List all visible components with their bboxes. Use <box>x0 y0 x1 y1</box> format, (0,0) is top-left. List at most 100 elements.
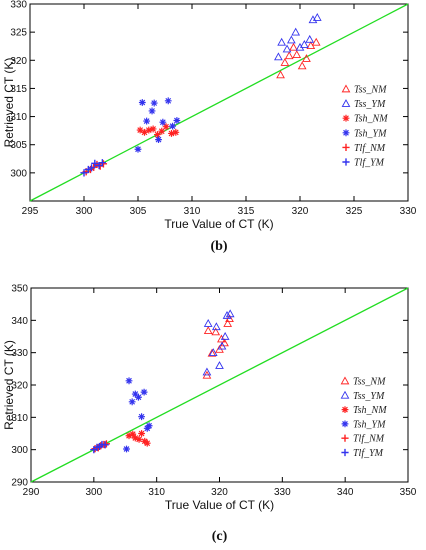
y-tick-label: 330 <box>10 0 27 11</box>
scatter-panel-c: 290 300 310 320 330 340 350 290 300 310 320 330 340 3… <box>2 284 417 545</box>
y-tick-label: 340 <box>11 316 28 327</box>
x-tick-label: 315 <box>238 206 255 217</box>
data-point <box>208 348 218 356</box>
y-tick-label: 320 <box>10 56 27 67</box>
legend-marker <box>342 158 350 166</box>
x-tick-label: 325 <box>346 206 363 217</box>
data-point <box>305 34 315 43</box>
data-point <box>154 131 161 138</box>
data-point <box>145 126 153 134</box>
data-point <box>276 70 285 79</box>
data-point <box>87 164 96 172</box>
data-point <box>289 42 298 51</box>
data-point <box>164 97 172 105</box>
data-point <box>136 126 144 134</box>
data-point <box>138 413 145 421</box>
data-point <box>302 54 311 62</box>
data-point <box>128 398 136 406</box>
data-point <box>135 435 143 443</box>
x-tick-label: 300 <box>76 206 93 217</box>
legend-marker <box>340 390 350 399</box>
data-point <box>98 159 106 167</box>
data-point <box>134 145 142 153</box>
data-point <box>129 430 137 438</box>
data-point <box>158 127 166 135</box>
data-point <box>145 422 153 430</box>
data-point <box>308 15 318 24</box>
y-axis-label: Retrieved CT (K) <box>2 340 16 430</box>
legend-marker <box>341 448 349 457</box>
series-tss-nm <box>276 37 321 79</box>
data-point <box>131 434 139 442</box>
y-tick-label: 290 <box>11 478 28 489</box>
x-tick-label: 310 <box>148 487 165 498</box>
legend-label: Tsh_YM <box>353 419 386 430</box>
x-tick-label: 290 <box>23 487 40 498</box>
legend-label: Tlf_YM <box>354 158 385 169</box>
data-point <box>99 160 108 168</box>
data-point <box>203 319 213 327</box>
data-point <box>297 61 307 70</box>
y-tick-label: 305 <box>10 140 27 151</box>
series-tsh-nm <box>125 430 151 447</box>
data-point <box>291 27 301 36</box>
series-tlf-ym <box>90 440 109 454</box>
data-point <box>148 107 156 115</box>
legend-label: Tss_YM <box>354 99 386 110</box>
x-tick-label: 330 <box>274 487 291 498</box>
data-point <box>84 165 92 174</box>
data-point <box>159 118 167 126</box>
data-point <box>140 388 148 396</box>
reference-line <box>30 287 409 483</box>
legend-label: Tsh_NM <box>353 405 387 416</box>
data-point <box>169 122 176 130</box>
y-tick-label: 330 <box>11 348 28 359</box>
data-point <box>101 441 109 449</box>
x-tick-label: 330 <box>400 206 417 217</box>
data-point <box>277 37 287 46</box>
series-tsh-ym <box>123 377 153 453</box>
data-point <box>282 44 292 53</box>
data-point <box>207 348 217 357</box>
y-tick-label: 320 <box>11 381 28 392</box>
legend-marker <box>342 143 350 151</box>
data-point <box>172 128 180 136</box>
data-point <box>220 338 229 347</box>
data-point <box>286 35 296 44</box>
data-point <box>284 51 294 60</box>
data-point <box>141 128 148 136</box>
y-tick-label: 310 <box>10 112 27 123</box>
data-point <box>150 99 158 107</box>
data-point <box>299 39 309 48</box>
legend-label: Tsh_NM <box>354 114 388 125</box>
legend-marker <box>341 420 349 428</box>
legend-label: Tlf_NM <box>353 434 385 445</box>
data-point <box>168 130 175 137</box>
data-point <box>217 341 227 350</box>
data-point <box>155 136 162 144</box>
legend-marker <box>340 376 350 385</box>
series-tss-ym <box>274 12 322 61</box>
series-tss-nm <box>202 314 234 379</box>
legend-label: Tss_YM <box>353 391 385 402</box>
data-point <box>162 123 170 131</box>
data-point <box>220 331 230 340</box>
data-point <box>173 117 181 124</box>
x-tick-label: 320 <box>211 487 228 498</box>
x-tick-label: 310 <box>184 206 201 217</box>
legend-marker <box>341 99 351 107</box>
legend-marker <box>341 434 349 442</box>
y-tick-label: 310 <box>11 413 28 424</box>
data-point <box>311 37 321 46</box>
y-tick-label: 325 <box>10 28 27 39</box>
legend-label: Tlf_NM <box>354 143 386 154</box>
data-point <box>131 390 139 398</box>
data-point <box>123 445 130 453</box>
y-tick-label: 350 <box>11 284 28 295</box>
legend-label: Tsh_YM <box>354 128 387 139</box>
x-tick-label: 300 <box>85 487 102 498</box>
series-tlf-ym <box>80 159 106 177</box>
data-point <box>80 169 88 177</box>
data-point <box>211 322 221 331</box>
legend-marker <box>342 129 350 137</box>
